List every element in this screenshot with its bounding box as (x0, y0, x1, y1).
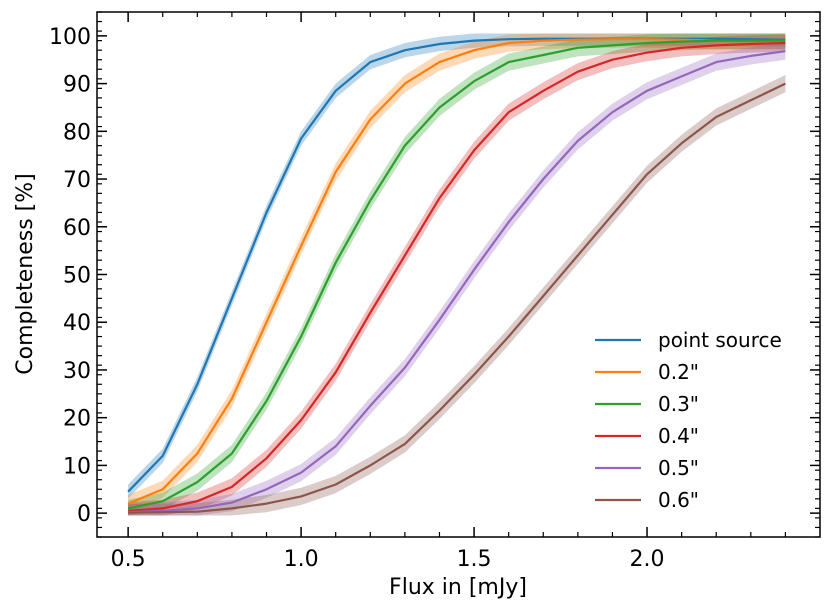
line-series-5 (128, 50, 786, 514)
y-tick-label: 40 (63, 311, 91, 336)
band-series-2 (128, 33, 786, 513)
y-tick-label: 100 (49, 25, 91, 50)
y-tick-label: 50 (63, 264, 91, 289)
x-tick-label: 2.0 (630, 547, 665, 572)
y-tick-label: 0 (77, 502, 91, 527)
legend-label-2: 0.2" (658, 360, 699, 384)
y-tick-label: 20 (63, 407, 91, 432)
y-tick-label: 70 (63, 168, 91, 193)
y-axis-label: Completeness [%] (13, 173, 38, 375)
x-tick-label: 1.5 (457, 547, 492, 572)
legend-label-4: 0.4" (658, 424, 699, 448)
legend-label-6: 0.6" (658, 488, 699, 512)
legend-label-1: point source (658, 328, 782, 352)
legend: point source 0.2" 0.3" 0.4" 0.5" 0.6" (595, 328, 782, 512)
line-series-3 (127, 39, 786, 510)
line-series-4 (128, 41, 786, 512)
band-series-6 (128, 75, 786, 516)
y-tick-label: 60 (63, 216, 91, 241)
y-tick-label: 10 (63, 454, 91, 479)
y-tick-label: 80 (63, 120, 91, 145)
y-tick-label: 30 (63, 359, 91, 384)
x-tick-labels: 0.5 1.0 1.5 2.0 (111, 547, 665, 572)
line-series-2 (127, 38, 786, 505)
axis-ticks (97, 11, 820, 538)
x-tick-label: 0.5 (111, 547, 146, 572)
legend-label-3: 0.3" (658, 392, 699, 416)
y-tick-labels: 0 10 20 30 40 50 60 70 80 90 100 (49, 25, 91, 527)
confidence-bands (128, 33, 786, 516)
x-axis-label: Flux in [mJy] (389, 575, 527, 600)
line-series-6 (128, 82, 786, 514)
legend-label-5: 0.5" (658, 456, 699, 480)
y-tick-label: 90 (63, 73, 91, 98)
x-tick-label: 1.0 (284, 547, 319, 572)
series-lines (127, 37, 786, 514)
